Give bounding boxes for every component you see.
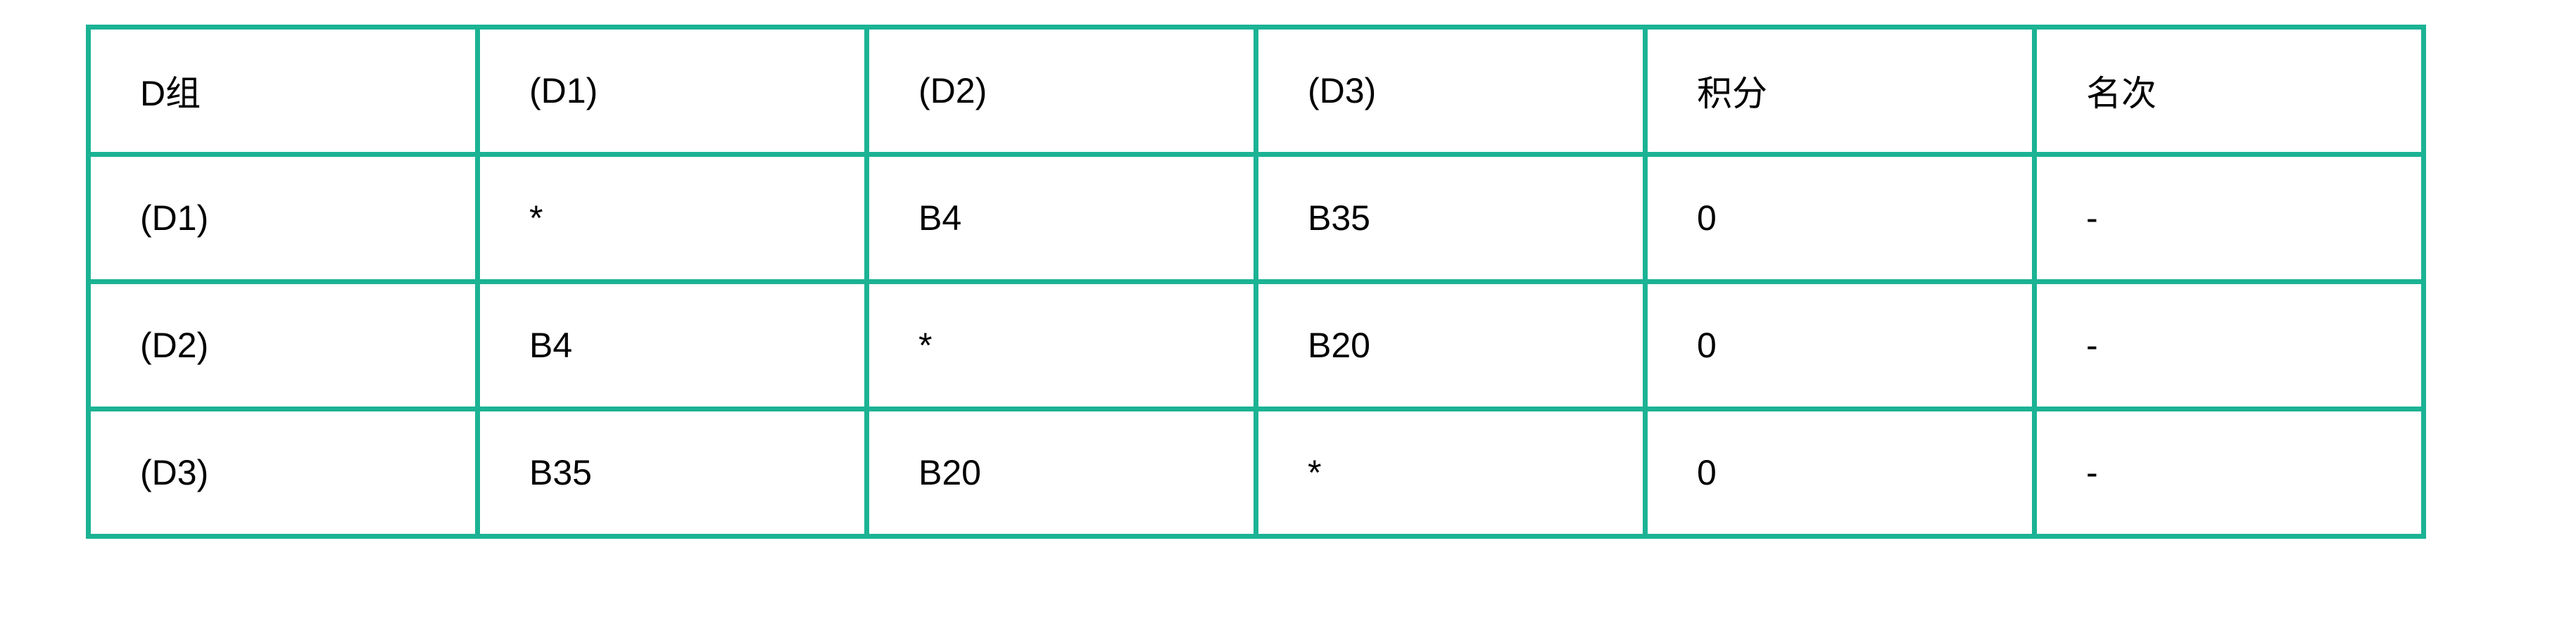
header-cell: 积分 xyxy=(1643,25,2037,157)
table-cell: (D1) xyxy=(86,152,480,284)
table-row: (D3) B35 B20 * 0- xyxy=(86,407,2426,539)
table-cell: * xyxy=(864,279,1258,411)
header-cell: (D2) xyxy=(864,25,1258,157)
header-cell: 名次 xyxy=(2032,25,2426,157)
header-cell: (D3) xyxy=(1254,25,1648,157)
group-d-table: D组 (D1) (D2) (D3) 积分 名次 (D1) * B4 B35 0- (D2) B4 * B20… xyxy=(86,25,2426,539)
table-cell: B35 xyxy=(1254,152,1648,284)
table-cell: - xyxy=(2032,152,2426,284)
header-cell: D组 xyxy=(86,25,480,157)
table-cell: * xyxy=(475,152,869,284)
table-cell: 0 xyxy=(1643,407,2037,539)
table-cell: - xyxy=(2032,279,2426,411)
table-cell: B4 xyxy=(475,279,869,411)
table-cell: 0 xyxy=(1643,152,2037,284)
table-row: (D2) B4 * B20 0- xyxy=(86,279,2426,411)
table-cell: (D3) xyxy=(86,407,480,539)
table-cell: B4 xyxy=(864,152,1258,284)
table-cell: B35 xyxy=(475,407,869,539)
table-row: (D1) * B4 B35 0- xyxy=(86,152,2426,284)
table-cell: 0 xyxy=(1643,279,2037,411)
table-cell: * xyxy=(1254,407,1648,539)
header-row: D组 (D1) (D2) (D3) 积分 名次 xyxy=(86,25,2426,157)
table-cell: B20 xyxy=(864,407,1258,539)
table-cell: - xyxy=(2032,407,2426,539)
table-cell: (D2) xyxy=(86,279,480,411)
header-cell: (D1) xyxy=(475,25,869,157)
table-cell: B20 xyxy=(1254,279,1648,411)
